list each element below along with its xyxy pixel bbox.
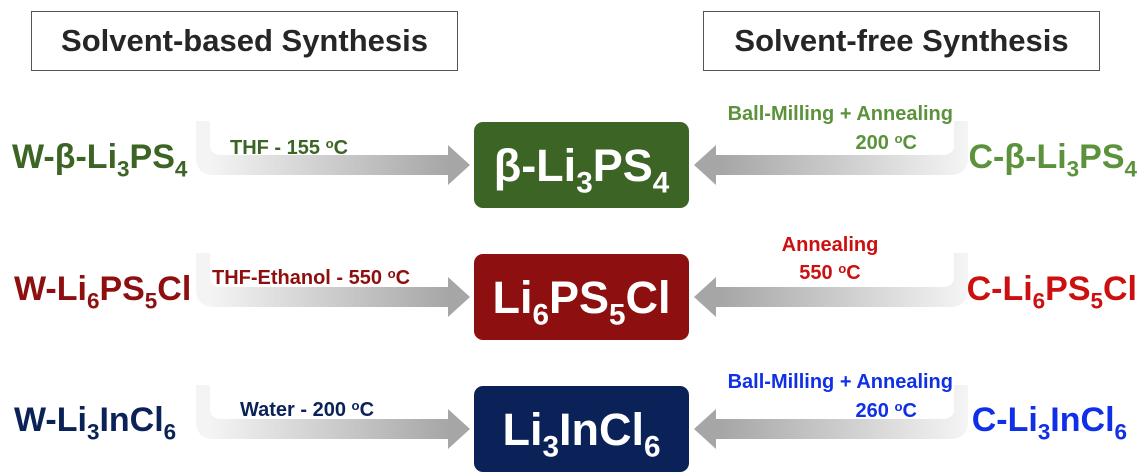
- product-box-row2: Li6PS5Cl: [474, 254, 689, 340]
- right-arrow-row1: [694, 121, 968, 185]
- solvent-free-header-label: Solvent-free Synthesis: [734, 23, 1069, 58]
- left-material-row1: W-β-Li3PS4: [12, 138, 188, 182]
- left-arrow-row2: [196, 253, 470, 317]
- right-condition-row1: Ball-Milling + Annealing 200 oC: [727, 103, 953, 154]
- solvent-free-header: Solvent-free Synthesis: [703, 11, 1100, 71]
- right-condition-row2: Annealing 550 oC: [781, 234, 879, 284]
- right-condition-row3: Ball-Milling + Annealing 260 oC: [727, 371, 953, 422]
- product-box-row1: β-Li3PS4: [474, 122, 689, 208]
- right-material-row2: C-Li6PS5Cl: [966, 270, 1137, 314]
- right-arrow-row2: [694, 253, 968, 317]
- right-material-row1: C-β-Li3PS4: [968, 138, 1138, 182]
- left-condition-row2: THF-Ethanol - 550 oC: [212, 266, 411, 289]
- solvent-based-header-label: Solvent-based Synthesis: [61, 23, 428, 58]
- left-condition-row1: THF - 155 oC: [230, 136, 349, 159]
- left-material-row3: W-Li3InCl6: [14, 401, 177, 445]
- left-arrow-row1: [196, 121, 470, 185]
- left-condition-row3: Water - 200 oC: [240, 398, 375, 421]
- right-arrow-row3: [694, 385, 968, 449]
- solvent-based-header: Solvent-based Synthesis: [31, 11, 458, 71]
- left-material-row2: W-Li6PS5Cl: [14, 270, 192, 314]
- product-box-row3: Li3InCl6: [474, 386, 689, 472]
- left-arrow-row3: [196, 385, 470, 449]
- right-material-row3: C-Li3InCl6: [971, 401, 1127, 445]
